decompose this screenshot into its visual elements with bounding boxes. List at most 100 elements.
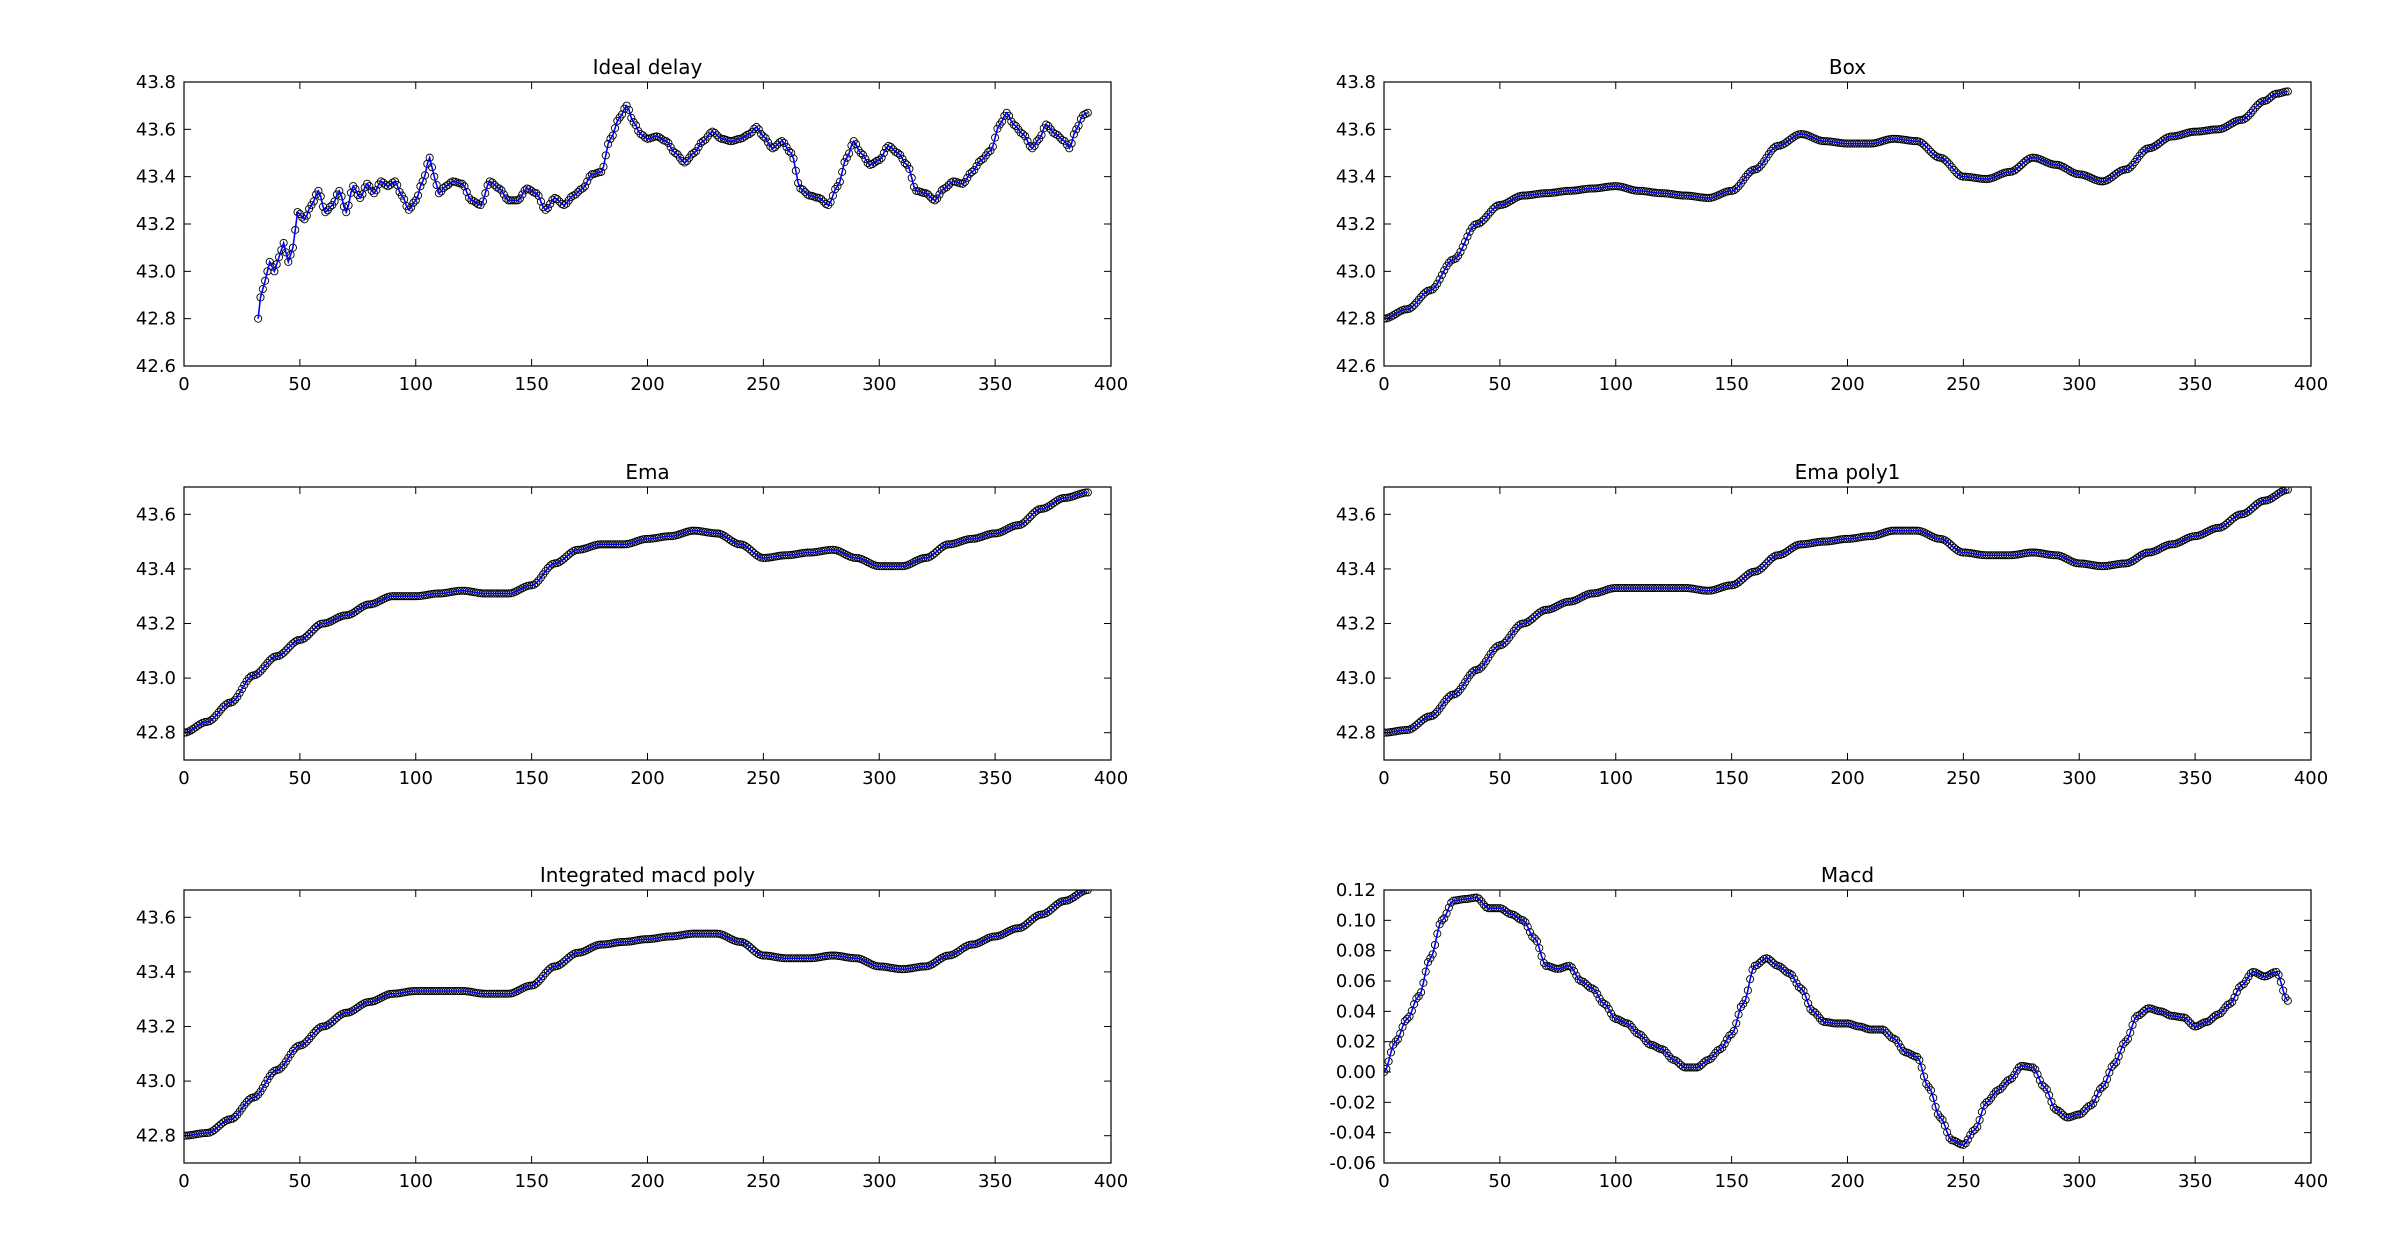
data-point [1454,687,1463,696]
x-tick-label: 0 [178,374,189,395]
data-point [1023,137,1032,146]
x-tick-label: 50 [1488,374,1511,395]
x-tick-label: 0 [178,768,189,789]
data-point [1514,914,1523,923]
data-point [1083,108,1092,117]
data-point [2265,495,2274,504]
data-point [1787,134,1796,143]
data-point [1741,173,1750,182]
data-point [840,158,849,167]
data-point [2253,969,2262,978]
x-tick-label: 150 [1714,768,1748,789]
data-point [314,1024,323,1033]
data-point [2031,1065,2040,1074]
data-point [196,720,205,729]
data-point [1002,928,1011,937]
series [1384,893,2292,1149]
y-tick-label: 0.08 [1336,941,1376,962]
data-point [780,138,789,148]
data-point [534,977,543,986]
data-point [1053,496,1062,505]
data-point [970,166,979,175]
y-tick-label: 42.8 [136,1126,176,1147]
data-point [2105,1068,2114,1077]
data-point [1940,155,1949,164]
data-point [1437,916,1446,925]
y-tick-label: 43.6 [136,504,176,525]
data-point [515,194,525,203]
data-point [1600,999,1609,1008]
data-point [356,604,365,613]
data-point [838,167,847,176]
data-point [845,149,854,158]
data-point [244,674,253,683]
data-point [671,148,680,158]
data-point [2114,168,2123,177]
data-point [515,985,525,994]
data-point [1426,954,1435,963]
data-point [1502,198,1511,208]
data-point [265,257,274,266]
y-tick-label: 43.0 [136,261,176,282]
data-point [2096,1085,2105,1094]
data-point [560,957,569,966]
data-point [2021,156,2030,165]
data-point [274,1065,284,1074]
data-point [1386,312,1395,321]
data-point [784,147,793,156]
data-point [893,148,902,158]
data-point [2223,519,2232,528]
data-point [2244,111,2253,120]
data-point [499,190,508,199]
data-point [2156,544,2165,553]
data-point [1748,965,1757,974]
data-point [1403,1014,1412,1023]
data-point [2276,977,2285,987]
data-point [2010,1070,2019,1079]
data-point [2276,488,2285,497]
data-point [1715,1045,1725,1054]
data-point [1581,979,1590,988]
data-point [1049,128,1058,137]
chart-2: Box 0 50 100 150 200 250 300 350 400 42.6 42.8 43.0 4… [1336,55,2328,395]
data-point [2160,134,2170,144]
series [1384,487,2292,737]
data-point [1454,251,1463,260]
data-point [534,191,543,200]
data-point [935,190,944,199]
y-tick-label: 43.2 [1336,614,1376,635]
data-point [745,545,754,554]
data-point [1042,120,1051,129]
data-point [2135,552,2144,561]
data-point [1732,184,1741,193]
data-point [2242,113,2251,122]
chart-1: Ideal delay 0 50 100 150 200 250 300 350 400 42.6 4… [136,55,1128,395]
x-tick-label: 350 [2178,1171,2212,1192]
data-point [585,172,594,181]
data-point [1500,639,1509,648]
data-point [1926,1086,1935,1095]
data-point [1697,1060,1706,1069]
data-point [1509,627,1518,636]
data-point [1574,975,1583,984]
data-point [515,585,525,594]
y-tick-label: 0.02 [1336,1032,1376,1053]
data-point [536,197,545,206]
x-tick-label: 150 [514,768,548,789]
data-point [1938,1115,1947,1124]
data-point [261,661,270,670]
data-point [578,184,587,193]
data-point [305,630,314,639]
data-point [2242,976,2251,985]
data-point [2091,1094,2100,1104]
data-point [907,173,916,182]
data-point [277,1063,286,1072]
x-tick-label: 200 [1830,768,1864,789]
y-tick-label: 0.00 [1336,1062,1376,1083]
data-point [729,537,738,547]
data-point [782,143,791,152]
data-point [1428,711,1437,720]
data-point [1720,1039,1729,1048]
data-point [2112,1058,2121,1067]
data-point [434,189,443,198]
